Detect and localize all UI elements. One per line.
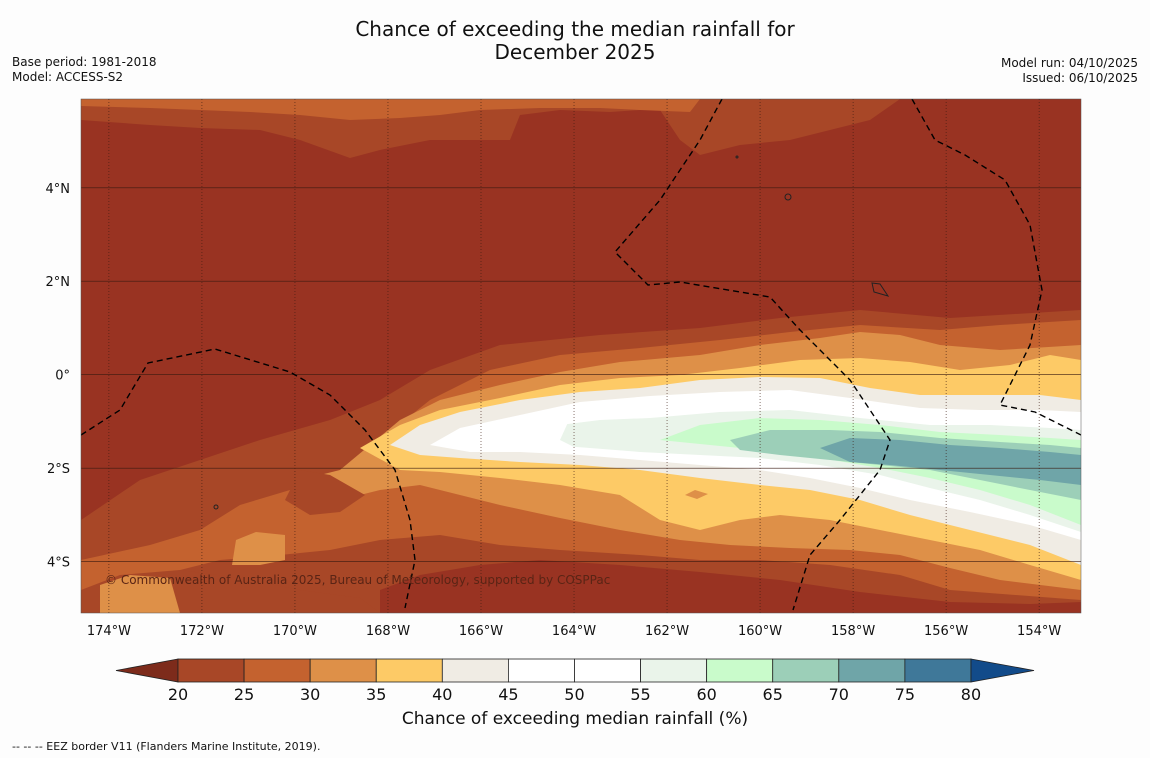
colorbar-tick-label: 55 bbox=[630, 685, 650, 704]
island-outline bbox=[871, 282, 890, 297]
colorbar-segment bbox=[574, 658, 641, 683]
colorbar-segment bbox=[706, 658, 774, 683]
eez-border bbox=[81, 348, 416, 609]
issued-date: Issued: 06/10/2025 bbox=[1022, 71, 1138, 85]
colorbar-tick-label: 30 bbox=[300, 685, 320, 704]
lon-label: 160°W bbox=[738, 624, 782, 639]
colorbar-tick-label: 45 bbox=[498, 685, 518, 704]
lon-label: 170°W bbox=[273, 624, 317, 639]
lat-label: 4°S bbox=[47, 556, 70, 571]
eez-border bbox=[911, 99, 1081, 436]
contour-patch-35 bbox=[232, 532, 285, 565]
gridlines bbox=[81, 99, 1081, 613]
contour-inner-50 bbox=[440, 418, 580, 450]
colorbar-segments bbox=[177, 658, 972, 683]
eez-footnote: -- -- -- EEZ border V11 (Flanders Marine… bbox=[12, 740, 321, 753]
colorbar-tick-label: 50 bbox=[564, 685, 584, 704]
title-line-1: Chance of exceeding the median rainfall … bbox=[355, 17, 795, 41]
colorbar-segment bbox=[441, 658, 509, 683]
copyright-notice: © Commonwealth of Australia 2025, Bureau… bbox=[105, 573, 610, 587]
colorbar-segment bbox=[772, 658, 840, 683]
lon-labels: 174°W 172°W 170°W 168°W 166°W 164°W 162°W 160°W… bbox=[87, 624, 1062, 639]
lon-label: 166°W bbox=[459, 624, 503, 639]
contour-band-75 bbox=[820, 438, 1081, 485]
lon-label: 168°W bbox=[366, 624, 410, 639]
lon-label: 156°W bbox=[924, 624, 968, 639]
meta-right: Model run: 04/10/2025 Issued: 06/10/2025 bbox=[1001, 56, 1138, 86]
contour-patch-25 bbox=[285, 470, 365, 515]
model-run: Model run: 04/10/2025 bbox=[1000, 56, 1138, 70]
eez-border bbox=[614, 99, 891, 611]
colorbar-segment bbox=[309, 658, 377, 683]
title-line-2: December 2025 bbox=[494, 40, 656, 64]
map-frame bbox=[80, 98, 1082, 614]
lon-label: 164°W bbox=[552, 624, 596, 639]
lon-label: 158°W bbox=[831, 624, 875, 639]
model-name: Model: ACCESS-S2 bbox=[12, 70, 124, 84]
islands bbox=[213, 155, 890, 510]
colorbar-segment bbox=[838, 658, 906, 683]
base-period: Base period: 1981-2018 bbox=[12, 55, 157, 69]
colorbar-segment bbox=[177, 658, 245, 683]
lat-label: 2°N bbox=[46, 275, 71, 290]
lon-label: 172°W bbox=[180, 624, 224, 639]
lat-label: 0° bbox=[55, 369, 70, 384]
lon-label: 162°W bbox=[645, 624, 689, 639]
colorbar-tick-label: 60 bbox=[696, 685, 716, 704]
colorbar-tick-label: 65 bbox=[763, 685, 783, 704]
colorbar-tick-label: 75 bbox=[895, 685, 915, 704]
colorbar-tick-label: 35 bbox=[366, 685, 386, 704]
colorbar-tick-label: 25 bbox=[234, 685, 254, 704]
lat-labels: 4°N 2°N 0° 2°S 4°S bbox=[46, 182, 71, 571]
colorbar-segment bbox=[375, 658, 443, 683]
colorbar-segment bbox=[904, 658, 972, 683]
contour-bottom-35 bbox=[100, 575, 180, 613]
colorbar-tick-label: 80 bbox=[961, 685, 981, 704]
colorbar-under-triangle bbox=[115, 658, 179, 683]
colorbar-label: Chance of exceeding median rainfall (%) bbox=[401, 709, 749, 729]
meta-left: Base period: 1981-2018 Model: ACCESS-S2 bbox=[12, 55, 157, 85]
colorbar-segment bbox=[640, 658, 708, 683]
lon-label: 154°W bbox=[1017, 624, 1061, 639]
island-outline bbox=[784, 193, 792, 201]
contour-patch-30-small bbox=[685, 490, 708, 499]
lon-label: 174°W bbox=[87, 624, 131, 639]
eez-borders bbox=[81, 99, 1081, 611]
contour-top-30 bbox=[81, 99, 700, 120]
colorbar-segment bbox=[243, 658, 311, 683]
colorbar: 20 25 30 35 40 45 50 55 60 65 70 75 80 bbox=[115, 658, 1035, 704]
colorbar-tick-label: 70 bbox=[829, 685, 849, 704]
colorbar-ticks: 20 25 30 35 40 45 50 55 60 65 70 75 80 bbox=[168, 685, 981, 704]
colorbar-tick-label: 40 bbox=[432, 685, 452, 704]
colorbar-segment bbox=[507, 658, 575, 683]
island-outline bbox=[735, 155, 739, 159]
colorbar-over-triangle bbox=[970, 658, 1035, 683]
lat-label: 4°N bbox=[46, 182, 71, 197]
contour-bottom-20 bbox=[380, 560, 1081, 613]
map-panel: © Commonwealth of Australia 2025, Bureau… bbox=[81, 99, 1081, 613]
island-outline bbox=[213, 504, 219, 510]
lat-label: 2°S bbox=[47, 462, 70, 477]
chart-title: Chance of exceeding the median rainfall … bbox=[0, 18, 1150, 64]
colorbar-tick-label: 20 bbox=[168, 685, 188, 704]
